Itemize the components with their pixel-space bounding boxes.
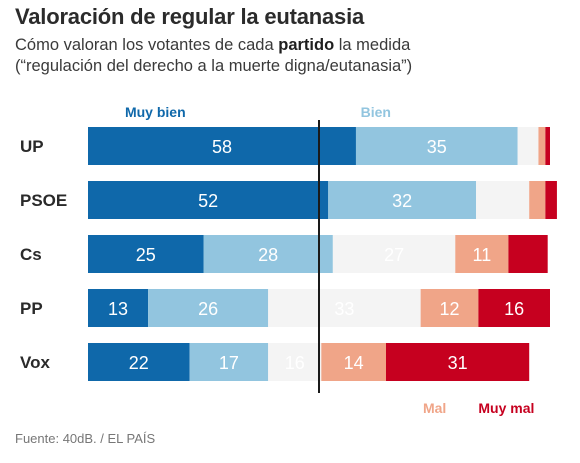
- chart-title: Valoración de regular la eutanasia: [15, 4, 365, 29]
- bar-pp-mal: [420, 289, 479, 327]
- data-label-cs-sin-respuesta: 27: [384, 245, 404, 265]
- bar-psoe-mal: [529, 181, 546, 219]
- bar-vox-muy-bien: [88, 343, 190, 381]
- data-label-cs-mal: 11: [473, 245, 492, 265]
- bar-pp-sin-respuesta: [268, 289, 421, 327]
- subtitle-text-start: Cómo valoran los votantes de cada: [15, 36, 279, 54]
- bar-psoe-muy-bien: [88, 181, 329, 219]
- bar-psoe-sin-respuesta: [476, 181, 530, 219]
- bar-up-muy-bien: [88, 127, 356, 165]
- bar-pp-muy-bien: [88, 289, 149, 327]
- data-label-vox-sin-respuesta: 16: [285, 353, 305, 373]
- data-label-cs-muy-bien: 25: [136, 245, 156, 265]
- data-label-vox-bien: 17: [219, 353, 239, 373]
- data-label-pp-muy-mal: 16: [504, 299, 524, 319]
- category-label-psoe: PSOE: [20, 191, 67, 210]
- bar-cs-bien: [203, 235, 333, 273]
- data-label-vox-muy-mal: 31: [448, 353, 468, 373]
- category-label-pp: PP: [20, 299, 43, 318]
- data-label-vox-mal: 14: [344, 353, 364, 373]
- data-label-cs-bien: 28: [258, 245, 278, 265]
- data-label-vox-muy-bien: 22: [129, 353, 149, 373]
- bar-vox-mal: [321, 343, 386, 381]
- category-label-up: UP: [20, 137, 44, 156]
- data-label-pp-sin-respuesta: 33: [334, 299, 354, 319]
- bar-vox-sin-respuesta: [268, 343, 322, 381]
- category-label-vox: Vox: [20, 353, 50, 372]
- data-label-up-bien: 35: [427, 137, 447, 157]
- data-label-pp-bien: 26: [198, 299, 218, 319]
- bar-vox-muy-mal: [385, 343, 530, 381]
- data-label-pp-mal: 12: [439, 299, 459, 319]
- subtitle-text-end: la medida: [334, 36, 411, 54]
- bar-pp-bien: [148, 289, 269, 327]
- legend-bien: Bien: [361, 104, 391, 120]
- legend-muy-bien: Muy bien: [125, 104, 186, 120]
- subtitle-line2: (“regulación del derecho a la muerte dig…: [15, 57, 413, 75]
- bar-psoe-bien: [328, 181, 477, 219]
- bar-vox-bien: [189, 343, 269, 381]
- data-label-psoe-bien: 32: [392, 191, 412, 211]
- source-note: Fuente: 40dB. / EL PAÍS: [15, 431, 156, 446]
- data-label-up-muy-bien: 58: [212, 137, 232, 157]
- bar-up-mal: [538, 127, 546, 165]
- bar-up-sin-respuesta: [517, 127, 539, 165]
- bar-cs-muy-mal: [508, 235, 548, 273]
- bar-psoe-muy-mal: [545, 181, 557, 219]
- bar-pp-muy-mal: [478, 289, 550, 327]
- bar-up-bien: [355, 127, 518, 165]
- bar-cs-muy-bien: [88, 235, 204, 273]
- bar-up-muy-mal: [545, 127, 550, 165]
- bar-cs-mal: [455, 235, 509, 273]
- category-label-cs: Cs: [20, 245, 42, 264]
- legend-mal: Mal: [423, 400, 446, 416]
- data-label-pp-muy-bien: 13: [108, 299, 128, 319]
- legend-muy-mal: Muy mal: [478, 400, 534, 416]
- chart-subtitle: Cómo valoran los votantes de cada partid…: [15, 35, 565, 77]
- bar-cs-sin-respuesta: [332, 235, 456, 273]
- data-label-psoe-muy-bien: 52: [198, 191, 218, 211]
- subtitle-bold-word: partido: [278, 36, 335, 54]
